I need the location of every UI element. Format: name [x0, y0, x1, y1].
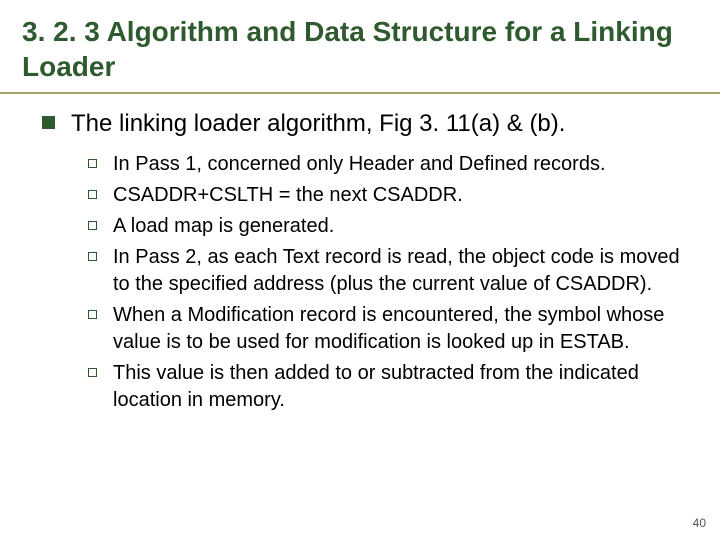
lvl2-item: In Pass 2, as each Text record is read, …: [88, 244, 688, 298]
lvl2-text: In Pass 1, concerned only Header and Def…: [113, 151, 606, 178]
lvl2-item: CSADDR+CSLTH = the next CSADDR.: [88, 182, 688, 209]
hollow-square-bullet-icon: [88, 159, 97, 168]
lvl2-text: A load map is generated.: [113, 213, 334, 240]
lvl1-text: The linking loader algorithm, Fig 3. 11(…: [71, 108, 565, 139]
lvl2-item: This value is then added to or subtracte…: [88, 360, 688, 414]
lvl2-text: In Pass 2, as each Text record is read, …: [113, 244, 688, 298]
slide-title: 3. 2. 3 Algorithm and Data Structure for…: [22, 14, 698, 84]
body-block: The linking loader algorithm, Fig 3. 11(…: [0, 94, 720, 414]
lvl2-item: In Pass 1, concerned only Header and Def…: [88, 151, 688, 178]
lvl2-text: CSADDR+CSLTH = the next CSADDR.: [113, 182, 463, 209]
square-bullet-icon: [42, 116, 55, 129]
lvl2-list: In Pass 1, concerned only Header and Def…: [42, 151, 688, 414]
title-block: 3. 2. 3 Algorithm and Data Structure for…: [0, 0, 720, 94]
page-number: 40: [693, 516, 706, 530]
hollow-square-bullet-icon: [88, 252, 97, 261]
slide: 3. 2. 3 Algorithm and Data Structure for…: [0, 0, 720, 540]
lvl2-text: This value is then added to or subtracte…: [113, 360, 688, 414]
hollow-square-bullet-icon: [88, 190, 97, 199]
hollow-square-bullet-icon: [88, 368, 97, 377]
lvl2-item: When a Modification record is encountere…: [88, 302, 688, 356]
hollow-square-bullet-icon: [88, 221, 97, 230]
hollow-square-bullet-icon: [88, 310, 97, 319]
lvl2-item: A load map is generated.: [88, 213, 688, 240]
lvl2-text: When a Modification record is encountere…: [113, 302, 688, 356]
lvl1-item: The linking loader algorithm, Fig 3. 11(…: [42, 108, 688, 139]
